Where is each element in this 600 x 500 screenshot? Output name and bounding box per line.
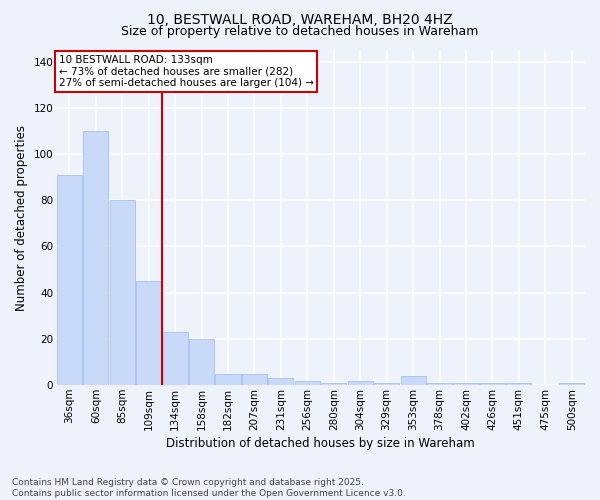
Text: 10 BESTWALL ROAD: 133sqm
← 73% of detached houses are smaller (282)
27% of semi-: 10 BESTWALL ROAD: 133sqm ← 73% of detach… [59, 55, 314, 88]
Bar [401, 376, 425, 385]
Bar [427, 383, 452, 385]
Bar [454, 383, 479, 385]
Text: Size of property relative to detached houses in Wareham: Size of property relative to detached ho… [121, 25, 479, 38]
Bar [215, 374, 241, 385]
X-axis label: Distribution of detached houses by size in Wareham: Distribution of detached houses by size … [166, 437, 475, 450]
Bar [506, 383, 532, 385]
Bar [83, 131, 109, 385]
Y-axis label: Number of detached properties: Number of detached properties [15, 124, 28, 310]
Bar [242, 374, 267, 385]
Bar [110, 200, 135, 385]
Bar [268, 378, 293, 385]
Bar [559, 383, 584, 385]
Bar [347, 380, 373, 385]
Bar [480, 383, 505, 385]
Text: 10, BESTWALL ROAD, WAREHAM, BH20 4HZ: 10, BESTWALL ROAD, WAREHAM, BH20 4HZ [147, 12, 453, 26]
Bar [321, 383, 346, 385]
Bar [163, 332, 188, 385]
Bar [136, 281, 161, 385]
Bar [295, 380, 320, 385]
Bar [189, 339, 214, 385]
Bar [374, 383, 399, 385]
Text: Contains HM Land Registry data © Crown copyright and database right 2025.
Contai: Contains HM Land Registry data © Crown c… [12, 478, 406, 498]
Bar [57, 175, 82, 385]
